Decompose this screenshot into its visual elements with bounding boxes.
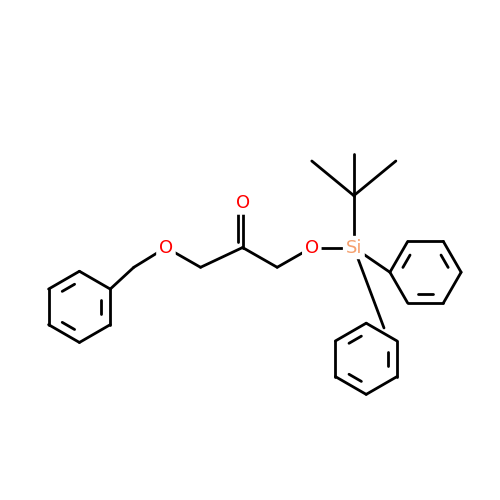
Text: O: O [236, 194, 250, 212]
Text: O: O [304, 238, 319, 256]
Text: O: O [159, 238, 173, 256]
Text: Si: Si [346, 238, 362, 256]
